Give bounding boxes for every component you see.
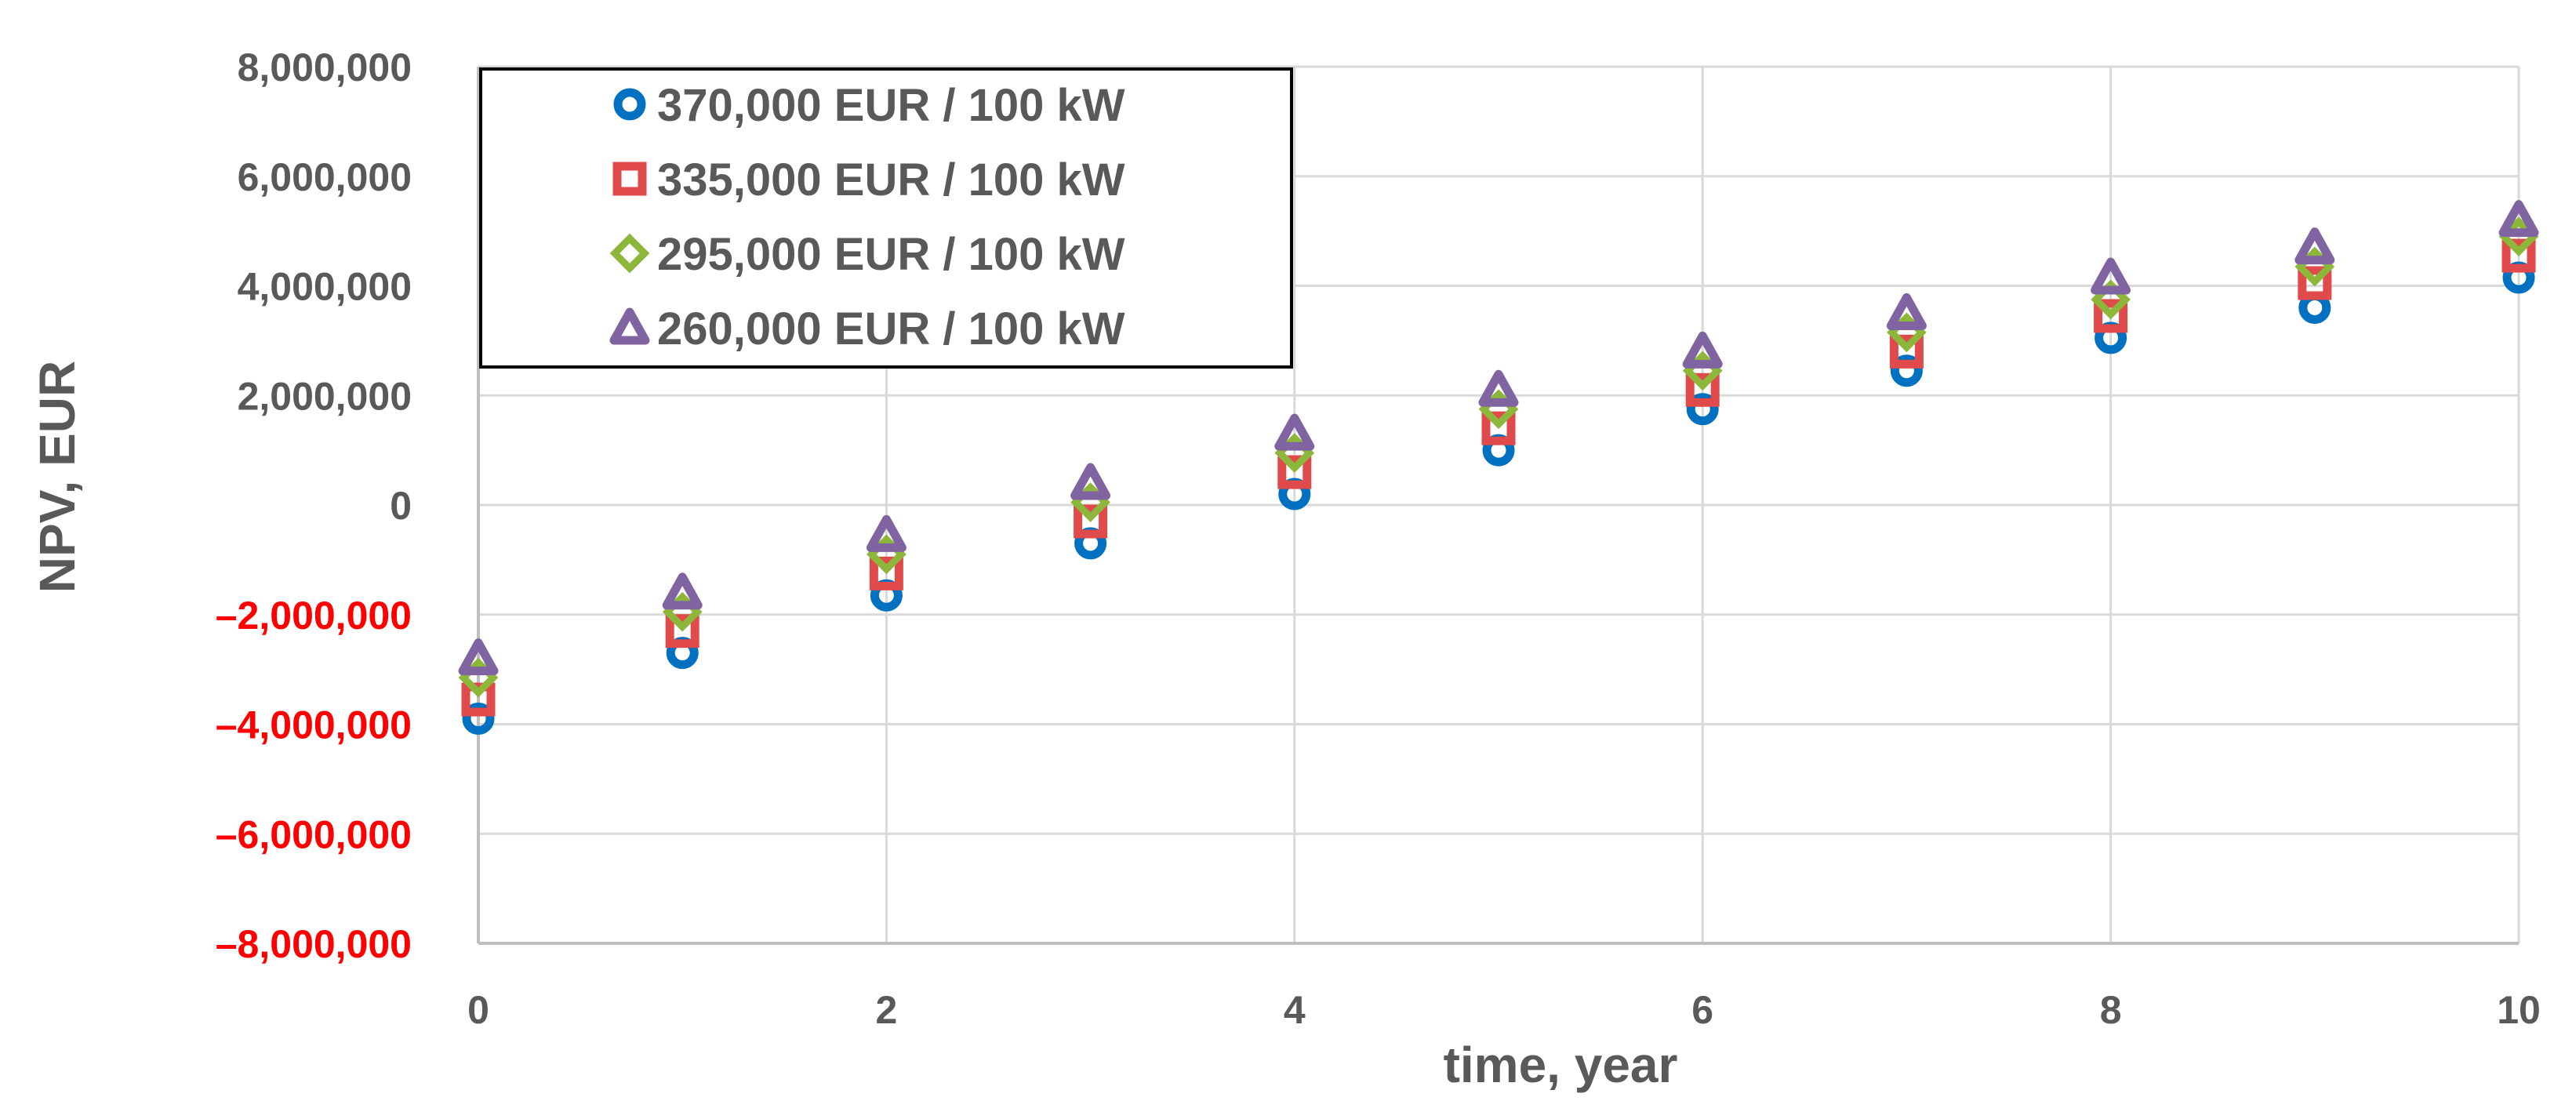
- data-point: [2294, 227, 2335, 265]
- data-point: [1478, 369, 1519, 407]
- data-point: [2298, 266, 2332, 300]
- data-point: [2091, 257, 2131, 295]
- series-1: [462, 261, 2535, 736]
- legend-marker: [612, 162, 647, 196]
- data-point: [1070, 463, 1111, 500]
- data-point: [462, 703, 495, 736]
- x-tick-label: 2: [875, 988, 897, 1032]
- legend-label: 335,000 EUR / 100 kW: [657, 154, 1125, 205]
- legend-label: 370,000 EUR / 100 kW: [657, 80, 1125, 131]
- data-point: [866, 514, 907, 552]
- data-point: [1074, 504, 1108, 539]
- data-point: [2498, 200, 2539, 238]
- data-point: [1685, 372, 1720, 407]
- data-point: [1481, 411, 1516, 445]
- y-tick-label: –2,000,000: [216, 594, 412, 638]
- legend-marker: [609, 307, 650, 345]
- x-tick-labels: 0 2 4 6 8 10: [467, 988, 2541, 1032]
- x-tick-label: 10: [2497, 988, 2541, 1032]
- data-point: [2091, 279, 2131, 320]
- data-points: [458, 200, 2539, 736]
- y-tick-label: 8,000,000: [238, 45, 412, 89]
- y-tick-label: 0: [390, 484, 412, 528]
- y-tick-label: 6,000,000: [238, 155, 412, 199]
- data-point: [1889, 334, 1924, 369]
- x-tick-label: 4: [1284, 988, 1306, 1032]
- y-tick-label: –8,000,000: [216, 922, 412, 966]
- legend: 370,000 EUR / 100 kW 335,000 EUR / 100 kW…: [479, 67, 1293, 369]
- data-point: [1274, 413, 1315, 451]
- data-point: [1682, 331, 1723, 369]
- x-tick-label: 8: [2100, 988, 2122, 1032]
- data-point: [662, 572, 703, 610]
- series-2: [461, 238, 2536, 717]
- series-4: [458, 200, 2539, 676]
- legend-marker: [609, 233, 650, 274]
- data-point: [458, 638, 499, 676]
- data-point: [1890, 354, 1923, 387]
- data-point: [1277, 455, 1312, 489]
- y-tick-label: 4,000,000: [238, 265, 412, 309]
- y-axis-title: NPV, EUR: [29, 361, 85, 593]
- data-point: [1886, 292, 1927, 330]
- y-tick-label: 2,000,000: [238, 374, 412, 418]
- legend-label: 260,000 EUR / 100 kW: [657, 303, 1125, 354]
- x-tick-label: 0: [467, 988, 489, 1032]
- data-point: [869, 556, 903, 590]
- axes: [477, 67, 2519, 945]
- data-point: [461, 682, 496, 717]
- data-point: [665, 614, 699, 649]
- x-axis-title: time, year: [1444, 1037, 1678, 1093]
- y-tick-labels: 8,000,000 6,000,000 4,000,000 2,000,000 0 –2,…: [216, 45, 412, 966]
- x-tick-label: 6: [1691, 988, 1713, 1032]
- y-tick-label: –4,000,000: [216, 703, 412, 747]
- data-point: [2502, 238, 2536, 273]
- y-tick-label: –6,000,000: [216, 812, 412, 856]
- data-point: [2094, 299, 2128, 333]
- legend-marker: [613, 88, 646, 121]
- legend-label: 295,000 EUR / 100 kW: [657, 229, 1125, 280]
- data-point: [1686, 393, 1719, 426]
- legend-box: [479, 67, 1293, 369]
